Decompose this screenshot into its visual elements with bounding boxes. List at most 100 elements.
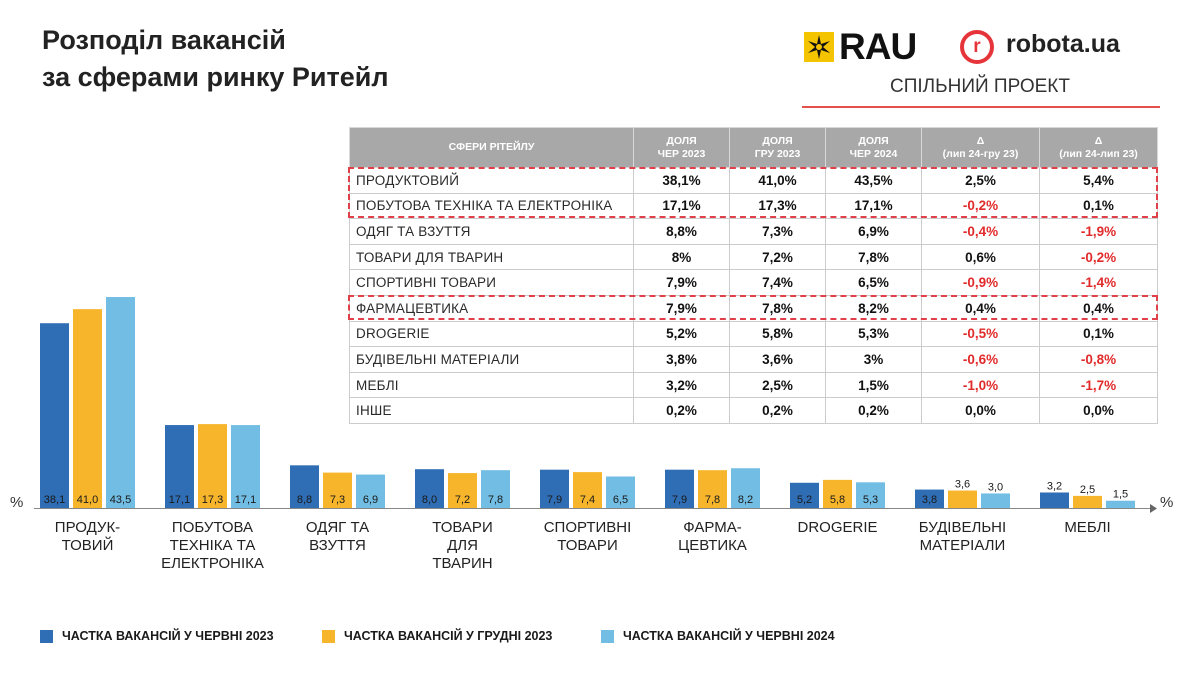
bar	[198, 424, 227, 508]
table-cell-value: 7,4%	[729, 269, 826, 296]
bar-value-label: 3,2	[1047, 480, 1062, 492]
bar-value-label: 7,9	[547, 494, 562, 506]
bar-value-label: 1,5	[1113, 489, 1128, 501]
bar	[1040, 492, 1069, 508]
category-label: ТОВАРИ	[432, 519, 492, 536]
bar-value-label: 3,8	[922, 494, 937, 506]
table-header-text: (лип 24-лип 23)	[1059, 147, 1138, 160]
table-cell-value: 0,0%	[921, 397, 1040, 424]
table-cell-value: 8,8%	[633, 218, 730, 245]
table-cell-value: 0,1%	[1039, 192, 1158, 220]
table-cell-value: 0,2%	[633, 397, 730, 424]
category-label: ТОВИЙ	[62, 536, 114, 554]
category-label: ТВАРИН	[432, 555, 492, 572]
table-cell-value: 5,3%	[825, 320, 922, 348]
bar	[448, 473, 477, 508]
bar-value-label: 7,8	[705, 494, 720, 506]
bar-value-label: 2,5	[1080, 484, 1095, 496]
table-cell-value: 8,2%	[825, 294, 922, 322]
partner-logos: RAU r robota.ua СПІЛЬНИЙ ПРОЕКТ	[800, 26, 1162, 110]
bar-value-label: 7,9	[672, 494, 687, 506]
category-label: ОДЯГ ТА	[306, 519, 369, 536]
table-cell-sector: ІНШЕ	[349, 397, 634, 424]
table-cell-sector: ТОВАРИ ДЛЯ ТВАРИН	[349, 243, 634, 271]
table-cell-value: 7,8%	[825, 243, 922, 271]
y-unit-right: %	[1160, 494, 1173, 511]
bar-value-label: 8,2	[738, 494, 753, 506]
table-cell-value: -0,2%	[921, 192, 1040, 220]
category-label: ПОБУТОВА	[172, 519, 253, 536]
table-cell-sector: DROGERIE	[349, 320, 634, 348]
bar-value-label: 41,0	[77, 494, 98, 506]
table-row: ТОВАРИ ДЛЯ ТВАРИН 8% 7,2% 7,8% 0,6% -0,2%	[349, 243, 1158, 271]
table-cell-value: -0,9%	[921, 269, 1040, 296]
table-cell-value: 0,4%	[921, 294, 1040, 322]
page-title: Розподіл вакансій за сферами ринку Ритей…	[42, 22, 389, 96]
table-header-text: ДОЛЯ	[762, 134, 793, 147]
legend-item: ЧАСТКА ВАКАНСІЙ У ЧЕРВНІ 2024	[601, 626, 835, 646]
rau-star-icon	[804, 32, 834, 62]
bar	[1106, 500, 1135, 508]
bar	[698, 470, 727, 508]
table-cell-value: 17,3%	[729, 192, 826, 220]
category-label: ТЕХНІКА ТА	[170, 537, 256, 554]
table-cell-sector: СПОРТИВНІ ТОВАРИ	[349, 269, 634, 296]
bar-value-label: 5,8	[830, 494, 845, 506]
table-cell-value: 6,9%	[825, 218, 922, 245]
table-cell-value: 3%	[825, 346, 922, 373]
category-label: ЕЛЕКТРОНІКА	[161, 555, 264, 572]
bar-value-label: 17,3	[202, 494, 223, 506]
table-cell-sector: ФАРМАЦЕВТИКА	[349, 294, 634, 322]
legend-item: ЧАСТКА ВАКАНСІЙ У ГРУДНІ 2023	[322, 626, 552, 646]
table-cell-value: 3,6%	[729, 346, 826, 373]
bar-value-label: 17,1	[235, 494, 256, 506]
bar	[573, 472, 602, 508]
bar	[731, 468, 760, 508]
table-cell-value: 41,0%	[729, 167, 826, 194]
table-row: МЕБЛІ 3,2% 2,5% 1,5% -1,0% -1,7%	[349, 371, 1158, 399]
bar	[915, 489, 944, 508]
table-cell-sector: ОДЯГ ТА ВЗУТТЯ	[349, 218, 634, 245]
table-header-text: ЧЕР 2024	[849, 147, 898, 160]
bar	[856, 482, 885, 508]
table-header-row: СФЕРИ РІТЕЙЛУ ДОЛЯ ЧЕР 2023 ДОЛЯ ГРУ 2023 ДОЛ…	[349, 127, 1158, 168]
retail-share-table: СФЕРИ РІТЕЙЛУ ДОЛЯ ЧЕР 2023 ДОЛЯ ГРУ 2023 ДОЛ…	[349, 127, 1158, 424]
category-label: ДЛЯ	[447, 537, 478, 554]
legend-label: ЧАСТКА ВАКАНСІЙ У ЧЕРВНІ 2023	[62, 629, 274, 643]
table-header-cell: Δ (лип 24-лип 23)	[1039, 127, 1158, 168]
legend-item: ЧАСТКА ВАКАНСІЙ У ЧЕРВНІ 2023	[40, 626, 274, 646]
legend-swatch	[40, 629, 53, 643]
table-cell-value: 0,1%	[1039, 320, 1158, 348]
table-cell-value: 7,9%	[633, 269, 730, 296]
category-label: ФАРМА-	[683, 519, 741, 536]
table-row: СПОРТИВНІ ТОВАРИ 7,9% 7,4% 6,5% -0,9% -1,4%	[349, 269, 1158, 296]
table-cell-value: 7,8%	[729, 294, 826, 322]
table-header-text: СФЕРИ РІТЕЙЛУ	[448, 141, 535, 153]
bar	[948, 490, 977, 508]
table-cell-value: -1,9%	[1039, 218, 1158, 245]
robota-logo: robota.ua	[1006, 30, 1120, 58]
bar	[823, 479, 852, 508]
rau-logo: RAU	[839, 26, 917, 67]
table-cell-value: 43,5%	[825, 167, 922, 194]
bar	[165, 425, 194, 508]
legend-swatch	[322, 629, 335, 643]
bar	[481, 470, 510, 508]
bar	[790, 482, 819, 508]
bar-value-label: 6,9	[363, 494, 378, 506]
table-cell-value: -1,4%	[1039, 269, 1158, 296]
bar-value-label: 3,0	[988, 481, 1003, 493]
bar-value-label: 5,2	[797, 494, 812, 506]
bar-value-label: 7,3	[330, 494, 345, 506]
table-cell-value: -1,7%	[1039, 371, 1158, 399]
bar-value-label: 5,3	[863, 494, 878, 506]
bar	[290, 465, 319, 508]
table-cell-value: 0,0%	[1039, 397, 1158, 424]
table-cell-value: 0,2%	[729, 397, 826, 424]
y-unit-left: %	[10, 494, 23, 511]
bar	[231, 425, 260, 508]
title-line-2: за сферами ринку Ритейл	[42, 62, 389, 92]
bar	[323, 472, 352, 508]
table-cell-value: 7,9%	[633, 294, 730, 322]
